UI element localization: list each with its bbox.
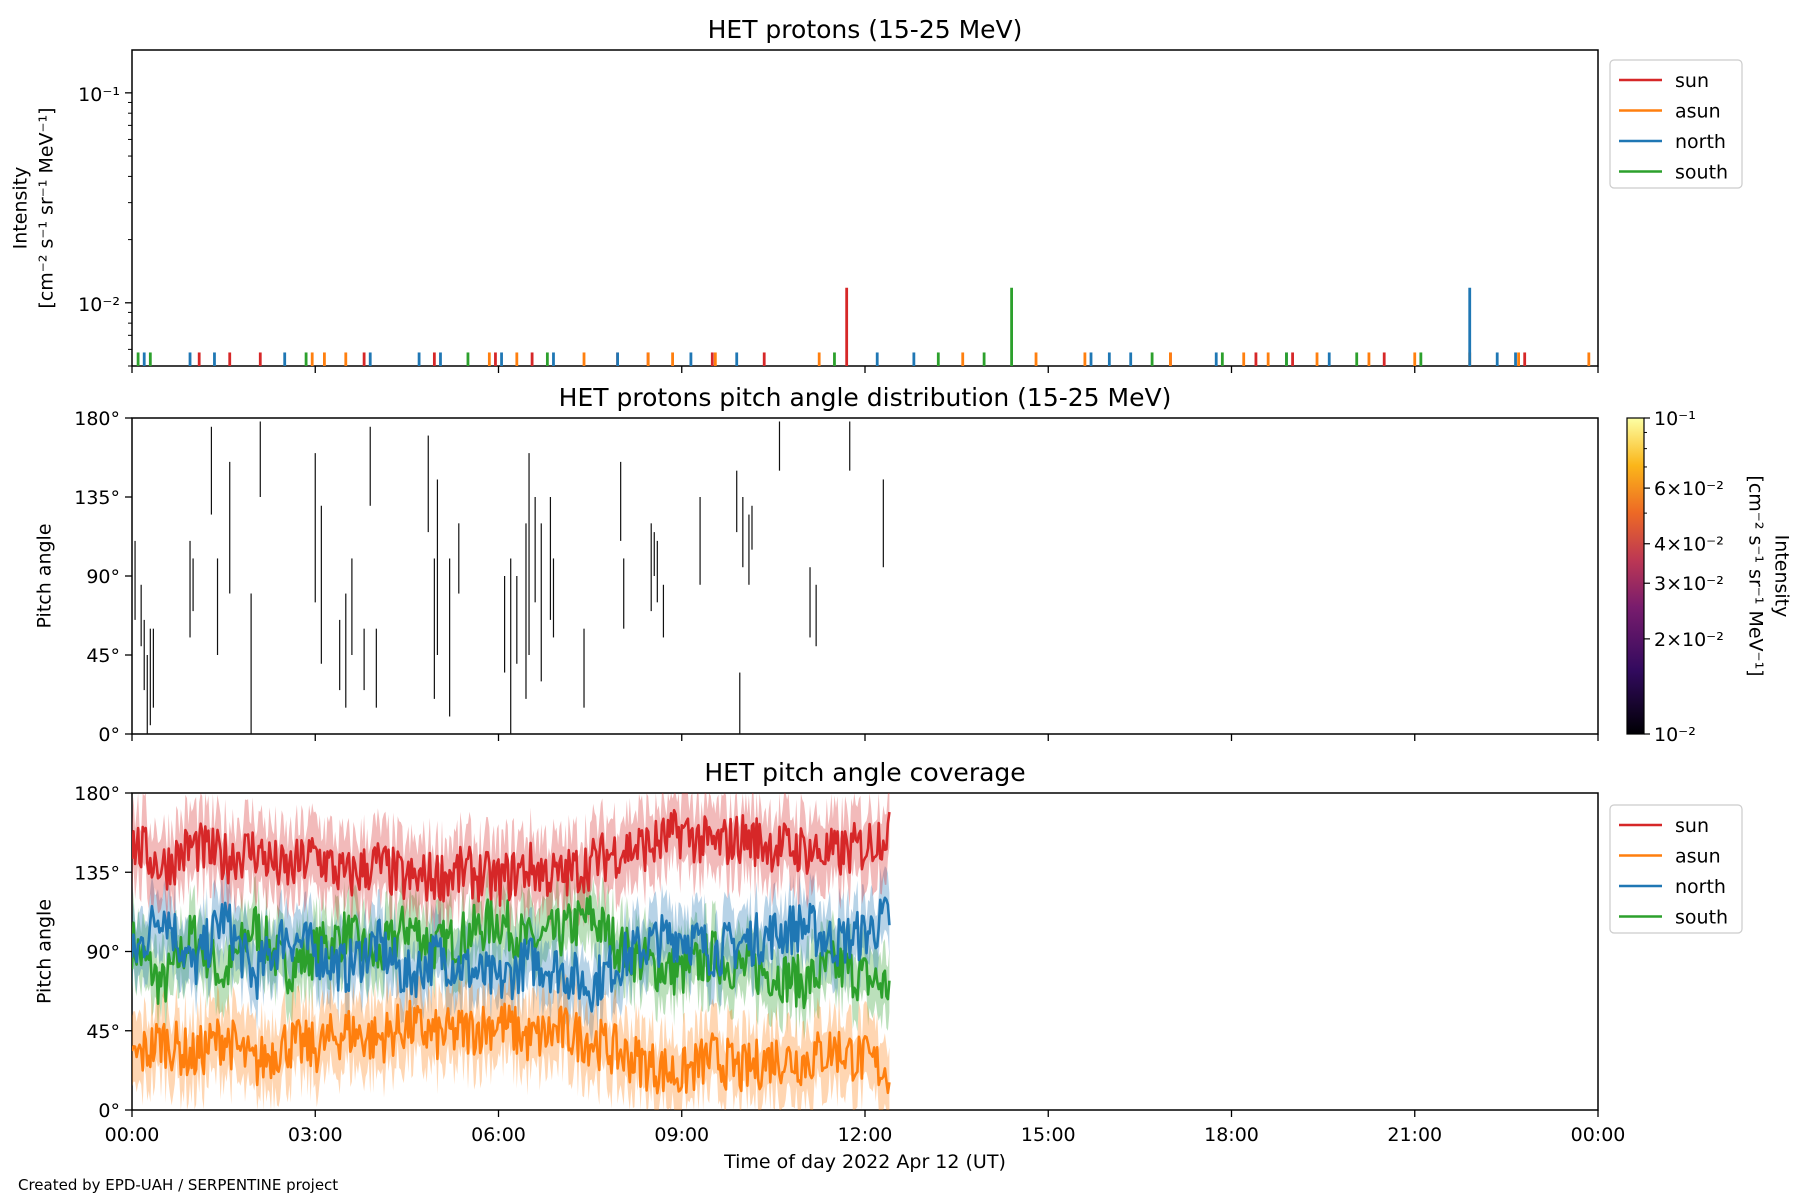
- x-tick-label: 00:00: [105, 1124, 160, 1146]
- colorbar-label-line: Intensity: [1771, 535, 1793, 618]
- panel1-axes: [131, 49, 1599, 367]
- colorbar-tick-label: 4×10⁻²: [1654, 534, 1724, 556]
- coverage-line-north: [132, 896, 891, 1013]
- panel2-y-tick-label: 45°: [86, 645, 120, 667]
- colorbar-tick-label: 10⁻¹: [1654, 408, 1696, 430]
- panel3-y-tick-label: 180°: [74, 783, 120, 805]
- panel1-y-label-line: [cm⁻² s⁻¹ sr⁻¹ MeV⁻¹]: [36, 107, 58, 308]
- coverage-line-asun: [132, 999, 891, 1095]
- panel3-marks: [132, 793, 891, 1110]
- panel3-title: HET pitch angle coverage: [704, 758, 1025, 787]
- panel2-y-label: Pitch angle: [34, 523, 56, 628]
- panel1-legend-label-asun: asun: [1675, 101, 1721, 123]
- panel3-legend-box: [1609, 804, 1743, 934]
- x-tick-label: 00:00: [1571, 1124, 1626, 1146]
- panel3-y-label: Pitch angle: [34, 899, 56, 1004]
- panel1-y-tick-label: 10⁻¹: [78, 84, 120, 106]
- panel1-legend-label-north: north: [1675, 131, 1726, 153]
- panel1-y-tick-label: 10⁻²: [78, 294, 120, 316]
- credit-footer: Created by EPD-UAH / SERPENTINE project: [18, 1176, 338, 1194]
- colorbar-tick-label: 6×10⁻²: [1654, 478, 1724, 500]
- x-tick-label: 15:00: [1021, 1124, 1076, 1146]
- panel2-y-label-line: Pitch angle: [34, 523, 56, 628]
- x-tick-label: 18:00: [1204, 1124, 1259, 1146]
- panel3-y-tick-label: 90°: [86, 942, 120, 964]
- x-axis-label: Time of day 2022 Apr 12 (UT): [723, 1151, 1006, 1173]
- panel3-legend-label-south: south: [1675, 907, 1728, 929]
- panel2-title: HET protons pitch angle distribution (15…: [559, 383, 1172, 412]
- panel2-y-tick-label: 90°: [86, 566, 120, 588]
- panel1-legend-label-sun: sun: [1675, 70, 1709, 92]
- panel3-legend-label-north: north: [1675, 876, 1726, 898]
- colorbar: [1626, 417, 1645, 735]
- panel3-legend-label-sun: sun: [1675, 815, 1709, 837]
- panel3-y-tick-label: 135°: [74, 862, 120, 884]
- panel2-y-tick-label: 0°: [98, 724, 120, 746]
- panel1-title: HET protons (15-25 MeV): [708, 15, 1023, 44]
- coverage-line-sun: [132, 808, 891, 907]
- coverage-band-north: [132, 866, 890, 1044]
- x-tick-label: 09:00: [654, 1124, 709, 1146]
- x-tick-label: 03:00: [288, 1124, 343, 1146]
- colorbar-label: Intensity[cm⁻² s⁻¹ sr⁻¹ MeV⁻¹]: [1745, 475, 1793, 676]
- panel3-y-tick-label: 45°: [86, 1021, 120, 1043]
- colorbar-tick-label: 2×10⁻²: [1654, 629, 1724, 651]
- panel1-marks: [136, 287, 1591, 366]
- panel2-y-tick-label: 180°: [74, 408, 120, 430]
- panel1-y-label: Intensity [cm⁻² s⁻¹ sr⁻¹ MeV⁻¹]: [10, 107, 58, 308]
- colorbar-tick-label: 10⁻²: [1654, 724, 1696, 746]
- panel1-legend-label-south: south: [1675, 162, 1728, 184]
- x-tick-label: 21:00: [1387, 1124, 1442, 1146]
- panel2-y-tick-label: 135°: [74, 487, 120, 509]
- panel1-legend-box: [1609, 59, 1743, 189]
- panel3-y-tick-label: 0°: [98, 1100, 120, 1122]
- coverage-band-south: [132, 864, 890, 1040]
- x-tick-label: 12:00: [838, 1124, 893, 1146]
- colorbar-label-line: [cm⁻² s⁻¹ sr⁻¹ MeV⁻¹]: [1745, 475, 1767, 676]
- coverage-line-south: [132, 895, 891, 1010]
- panel1-y-label-line: Intensity: [10, 167, 32, 250]
- panel3-y-label-line: Pitch angle: [34, 899, 56, 1004]
- x-tick-label: 06:00: [471, 1124, 526, 1146]
- colorbar-tick-label: 3×10⁻²: [1654, 573, 1724, 595]
- panel3-legend-label-asun: asun: [1675, 846, 1721, 868]
- coverage-band-asun: [132, 965, 890, 1110]
